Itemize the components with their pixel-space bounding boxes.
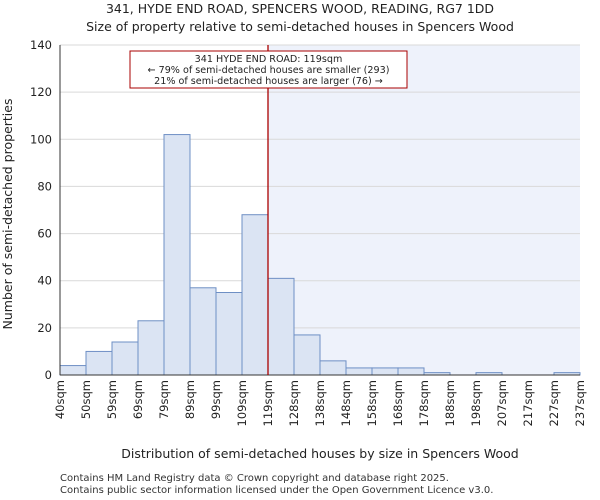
annotation-line: 341 HYDE END ROAD: 119sqm: [195, 54, 343, 65]
bar: [59, 365, 87, 376]
x-tick-label: 207sqm: [495, 380, 509, 426]
annotation-box: [129, 50, 408, 89]
bar: [241, 214, 269, 376]
x-tick-label: 158sqm: [365, 380, 379, 426]
y-tick-label: 120: [30, 85, 52, 99]
chart-title: 341, HYDE END ROAD, SPENCERS WOOD, READI…: [106, 1, 494, 16]
y-tick-label: 100: [30, 132, 52, 146]
x-tick-label: 128sqm: [287, 380, 301, 426]
x-tick-label: 138sqm: [313, 380, 327, 426]
y-tick-label: 0: [45, 368, 52, 382]
x-tick-label: 50sqm: [79, 380, 93, 419]
x-tick-label: 198sqm: [469, 380, 483, 426]
x-tick-label: 148sqm: [339, 380, 353, 426]
x-tick-label: 109sqm: [235, 380, 249, 426]
bar: [293, 334, 321, 376]
bar: [371, 367, 399, 376]
x-tick-label: 237sqm: [573, 380, 587, 426]
y-tick-label: 140: [30, 38, 52, 52]
bar: [397, 367, 425, 376]
x-tick-label: 217sqm: [521, 380, 535, 426]
x-tick-label: 69sqm: [131, 380, 145, 419]
bar: [267, 277, 295, 376]
footer-line-1: Contains HM Land Registry data © Crown c…: [60, 473, 449, 484]
bar: [137, 320, 165, 376]
x-tick-label: 119sqm: [261, 380, 275, 426]
annotation-line: 21% of semi-detached houses are larger (…: [154, 76, 383, 87]
footer-line-2: Contains public sector information licen…: [60, 485, 494, 496]
x-tick-label: 99sqm: [209, 380, 223, 419]
bar: [189, 287, 217, 376]
bar: [345, 367, 373, 376]
bar: [163, 134, 191, 376]
bar: [111, 341, 139, 376]
x-tick-label: 168sqm: [391, 380, 405, 426]
x-tick-label: 79sqm: [157, 380, 171, 419]
x-tick-label: 188sqm: [443, 380, 457, 426]
plot-area: 0 20 40 60 80 100 120 140 40sqm 50sqm 59sqm 69sqm 79…: [30, 38, 587, 426]
x-tick-label: 227sqm: [547, 380, 561, 426]
x-tick-label: 89sqm: [183, 380, 197, 419]
y-tick-label: 20: [37, 321, 52, 335]
annotation-line: ← 79% of semi-detached houses are smalle…: [148, 65, 390, 76]
bar: [215, 292, 243, 376]
bar: [319, 360, 347, 376]
chart-subtitle: Size of property relative to semi-detach…: [86, 19, 514, 34]
y-tick-label: 40: [37, 274, 52, 288]
highlight-region: [268, 45, 580, 375]
x-tick-label: 178sqm: [417, 380, 431, 426]
x-axis-label: Distribution of semi-detached houses by …: [121, 446, 518, 461]
y-tick-label: 60: [37, 227, 52, 241]
y-axis-label: Number of semi-detached properties: [0, 99, 15, 330]
bar: [85, 350, 113, 376]
x-tick-label: 40sqm: [53, 380, 67, 419]
x-tick-label: 59sqm: [105, 380, 119, 419]
y-tick-label: 80: [37, 179, 52, 193]
